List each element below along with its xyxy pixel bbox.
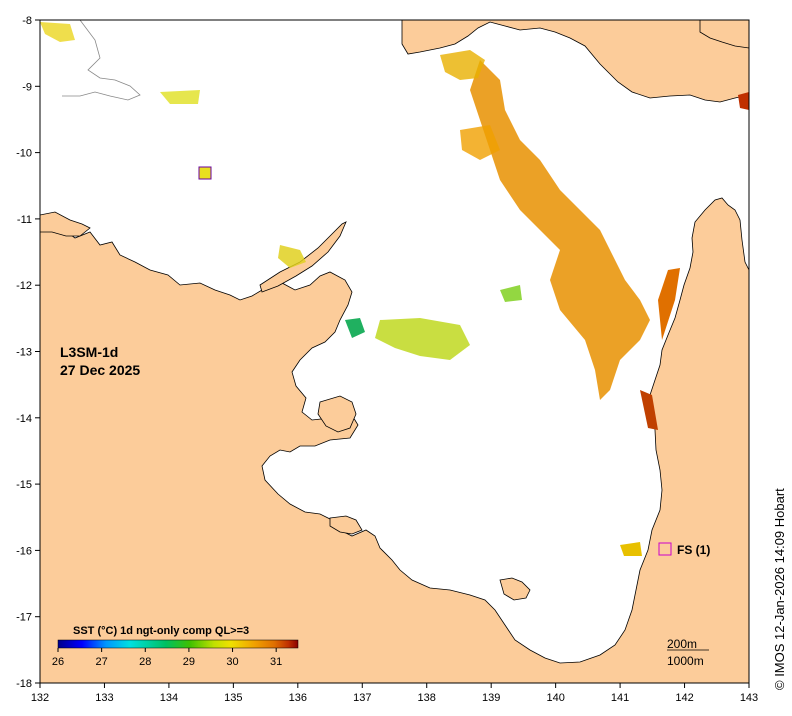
contour-label-1000m: 1000m [667,654,704,668]
lon-tick-label: 141 [611,692,629,704]
sst-patch-mid [460,125,500,160]
lat-tick-label: -15 [16,479,32,491]
lon-tick-label: 133 [95,692,113,704]
lat-tick-label: -11 [17,214,32,226]
lon-tick-label: 137 [353,692,371,704]
lat-tick-label: -10 [16,148,32,160]
colorbar-title: SST (°C) 1d ngt-only comp QL>=3 [73,625,249,637]
sst-warm-band [470,60,650,400]
colorbar-tick-label: 30 [226,656,238,668]
lon-axis: 132 133 134 135 136 137 138 139 140 141 142 143 [31,683,758,704]
colorbar-tick-label: 29 [183,656,195,668]
sst-green-patch [345,318,365,338]
land-wellesley-islands [499,577,531,601]
sst-patch-yellow-north [160,90,200,104]
lat-tick-label: -9 [22,81,32,93]
land-island-west [40,211,91,237]
land-outline-north [62,20,141,101]
sst-coastal-east [658,268,680,340]
lon-tick-label: 143 [740,692,758,704]
land-small-island [329,515,363,535]
lat-tick-label: -14 [16,413,32,425]
colorbar-tick-label: 26 [52,656,64,668]
sst-patch-ne [738,92,749,110]
lon-tick-label: 132 [31,692,49,704]
colorbar-tick-label: 31 [270,656,282,668]
lon-tick-label: 136 [289,692,307,704]
lat-tick-label: -12 [16,280,32,292]
sst-patch-north [440,50,485,80]
lat-tick-label: -18 [16,678,32,690]
obs-marker-north [198,166,212,180]
lon-tick-label: 134 [160,692,178,704]
lat-tick-label: -13 [16,347,32,359]
fs-marker-icon [658,542,672,556]
land-groote-island [317,395,357,433]
lat-tick-label: -8 [22,15,32,27]
fs-marker-label: FS (1) [677,543,710,557]
sst-pixels [40,22,749,556]
contour-label-200m: 200m [667,637,697,651]
colorbar-tick-label: 28 [139,656,151,668]
colorbar-tick-label: 27 [96,656,108,668]
map-title-product: L3SM-1d [60,344,118,360]
sst-patch-wessel [278,245,306,268]
colorbar-ticks: 26 27 28 29 30 31 [52,648,282,668]
sst-patch-green-mid [500,285,522,302]
lon-tick-label: 142 [675,692,693,704]
map-title-date: 27 Dec 2025 [60,362,140,378]
sst-yellow-patch [375,318,470,360]
sst-patch-south [620,542,642,556]
lon-tick-label: 138 [418,692,436,704]
lon-tick-label: 135 [224,692,242,704]
lat-tick-label: -17 [16,612,32,624]
lon-tick-label: 139 [482,692,500,704]
credit-text: © IMOS 12-Jan-2026 14:09 Hobart [772,488,787,690]
sst-patch-nw [40,22,75,42]
land-torres-strip [699,20,749,49]
lat-axis: -8 -9 -10 -11 -12 -13 -14 -15 -16 -17 -18 [16,15,40,690]
lat-tick-label: -16 [16,545,32,557]
colorbar [57,639,299,649]
lon-tick-label: 140 [546,692,564,704]
sst-coastal-warm [640,390,658,430]
land-new-guinea [401,20,749,103]
